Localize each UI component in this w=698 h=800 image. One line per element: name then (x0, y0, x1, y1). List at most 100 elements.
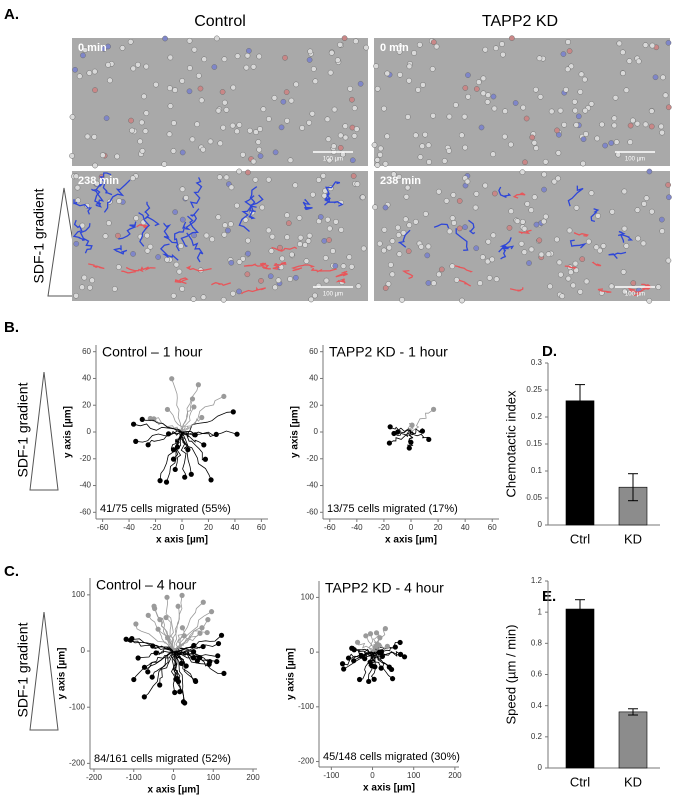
cell (583, 131, 589, 137)
cell (340, 263, 347, 270)
cell (388, 262, 394, 268)
cell (555, 175, 561, 182)
trajectory-end (409, 422, 415, 428)
trajectory (135, 430, 183, 443)
cell (438, 266, 445, 273)
trajectory (372, 651, 382, 669)
cell (403, 193, 410, 200)
x-tick-label: -20 (378, 523, 390, 532)
trajectory-end (373, 630, 380, 636)
cell (253, 129, 259, 135)
cell (506, 224, 513, 231)
cell (92, 162, 98, 169)
cell (594, 135, 601, 142)
error-bar (628, 473, 638, 502)
cell (265, 176, 272, 183)
cell (326, 225, 333, 232)
cell (652, 74, 659, 81)
cell (234, 53, 241, 59)
trajectory-end (179, 592, 185, 598)
y-tick-label: 0 (310, 647, 315, 656)
cell (92, 87, 98, 93)
cell (223, 174, 230, 181)
cell (334, 57, 341, 63)
trajectory (181, 431, 212, 481)
cell (250, 63, 257, 70)
cell (522, 159, 528, 166)
cell-track (186, 232, 204, 263)
cell (377, 145, 384, 152)
x-tick-label: 20 (204, 523, 213, 532)
cell-track (499, 237, 515, 250)
cell-track (248, 194, 264, 220)
cell (486, 275, 493, 281)
cell (306, 57, 313, 63)
cell (103, 115, 110, 122)
cell (441, 158, 448, 164)
cell (82, 47, 88, 53)
cell (91, 134, 98, 140)
cell (567, 269, 574, 276)
cell (333, 218, 339, 225)
cell (577, 89, 584, 95)
cell-track (241, 286, 266, 295)
cell (426, 159, 432, 165)
cell (666, 194, 672, 201)
cell (330, 248, 336, 254)
cell (484, 99, 491, 105)
cell (493, 45, 499, 52)
cell (404, 184, 411, 191)
cell (443, 198, 450, 204)
trajectory (173, 635, 222, 652)
trajectory-end (339, 661, 346, 667)
cell (577, 288, 584, 295)
cell (172, 209, 178, 215)
cell (351, 105, 358, 111)
trajectory-end (133, 438, 139, 444)
cell-track (323, 193, 344, 207)
trajectory (371, 644, 378, 653)
panel-label: C. (4, 563, 19, 580)
cell (257, 153, 264, 159)
cell (491, 190, 498, 197)
cell (195, 72, 202, 79)
cell (342, 123, 349, 129)
trajectory (153, 606, 174, 652)
cell-track (73, 199, 93, 215)
cell-track (468, 219, 476, 235)
cell (571, 98, 578, 105)
trajectory-end (185, 447, 191, 453)
cell (216, 174, 223, 181)
cell (221, 231, 228, 238)
cell (81, 274, 88, 281)
cell-track (99, 172, 113, 196)
cell (626, 58, 633, 64)
cell (255, 139, 262, 145)
cell (450, 192, 457, 198)
cell (519, 169, 526, 176)
trajectory (342, 651, 373, 666)
cell (599, 121, 605, 128)
cell (179, 186, 186, 193)
trajectory-end (157, 478, 163, 484)
cell-track (302, 198, 313, 211)
cell (76, 73, 83, 80)
cell (560, 51, 567, 57)
y-tick-label: 20 (82, 400, 91, 409)
cell (566, 48, 573, 54)
cell (396, 251, 403, 257)
trajectory-end (214, 658, 220, 665)
cell (221, 99, 228, 106)
cell (395, 232, 402, 238)
gradient-label: SDF-1 gradient (31, 188, 47, 283)
cell (458, 132, 465, 139)
trajectory-end (151, 603, 157, 609)
cell (585, 238, 592, 245)
cell-track (184, 208, 200, 231)
trajectory (166, 431, 183, 483)
trajectory-end (376, 642, 382, 648)
trajectory (142, 419, 183, 433)
cell (649, 42, 656, 49)
cell (135, 61, 141, 68)
cell (646, 298, 653, 304)
